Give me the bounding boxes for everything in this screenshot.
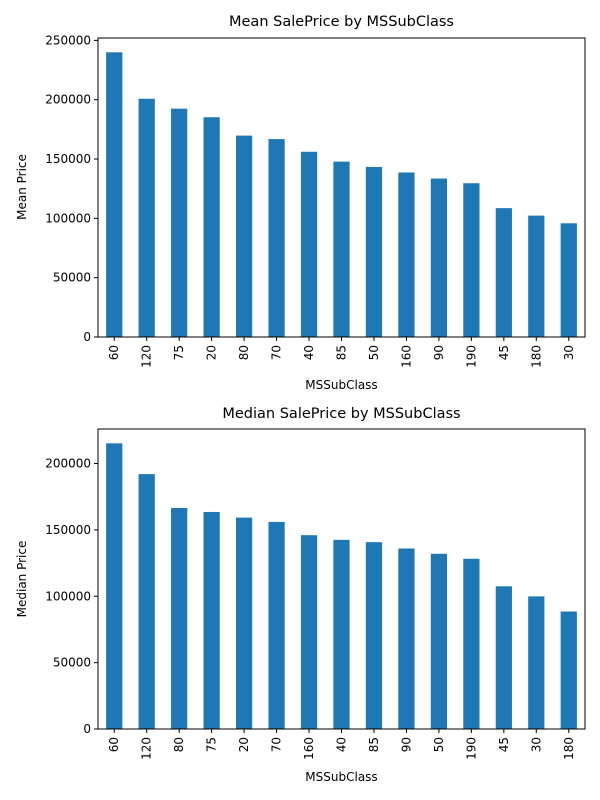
bar-85 (365, 542, 383, 729)
x-tick-label: 180 (529, 345, 543, 368)
plot-frame (97, 428, 586, 730)
bar-180 (560, 611, 577, 729)
x-tick-label: 45 (497, 737, 511, 752)
y-ticks: 0 50000 100000 150000 200000 250000 (45, 33, 98, 344)
bar-120 (138, 98, 155, 338)
bar-75 (171, 108, 188, 337)
x-tick-label: 60 (107, 345, 121, 360)
x-tick-label: 160 (399, 345, 413, 368)
bar-75 (203, 511, 220, 729)
x-tick-label: 75 (172, 345, 186, 360)
y-tick-label: 200000 (45, 93, 91, 107)
x-tick-label: 20 (205, 345, 219, 360)
bar-90 (398, 548, 415, 729)
x-axis-label: MSSubClass (305, 770, 377, 784)
bar-20 (203, 117, 220, 337)
x-tick-label: 85 (367, 737, 381, 752)
bar-45 (495, 208, 512, 337)
mean-saleprice-chart: Mean SalePrice by MSSubClass Mean Price … (15, 14, 586, 392)
y-tick-label: 150000 (45, 152, 91, 166)
y-tick-label: 200000 (45, 457, 91, 471)
x-tick-label: 50 (432, 737, 446, 752)
bar-40 (300, 151, 318, 337)
x-tick-label: 80 (237, 345, 251, 360)
bar-160 (398, 172, 415, 337)
bar-85 (333, 161, 350, 337)
bar-60 (106, 443, 123, 729)
x-tick-label: 40 (302, 345, 316, 360)
bar-50 (430, 553, 448, 729)
x-tick-label: 20 (237, 737, 251, 752)
y-tick-label: 0 (83, 330, 91, 344)
x-axis-label: MSSubClass (305, 378, 377, 392)
x-tick-label: 90 (399, 737, 413, 752)
bars (106, 52, 577, 338)
y-tick-label: 250000 (45, 33, 91, 47)
bar-80 (171, 507, 188, 729)
x-tick-label: 160 (302, 737, 316, 760)
bar-20 (235, 517, 253, 729)
x-ticks: 60 120 80 75 20 70 160 40 85 90 50 190 45 30 180 (107, 729, 576, 760)
y-axis-label: Mean Price (15, 154, 29, 220)
bar-160 (300, 535, 318, 729)
y-tick-label: 100000 (45, 211, 91, 225)
chart-title: Mean SalePrice by MSSubClass (229, 14, 454, 30)
bar-30 (560, 223, 577, 337)
chart-title: Median SalePrice by MSSubClass (222, 406, 460, 422)
bar-190 (463, 183, 480, 337)
bar-40 (333, 539, 350, 729)
y-tick-label: 100000 (45, 589, 91, 603)
bar-30 (528, 596, 545, 729)
x-tick-label: 50 (367, 345, 381, 360)
bar-120 (138, 474, 155, 729)
y-axis-label: Median Price (15, 541, 29, 618)
x-tick-label: 120 (140, 737, 154, 760)
y-tick-label: 50000 (53, 271, 91, 285)
x-tick-label: 40 (335, 737, 349, 752)
x-tick-label: 30 (529, 737, 543, 752)
y-tick-label: 150000 (45, 523, 91, 537)
x-ticks: 60 120 75 20 80 70 40 85 50 160 90 190 45 180 30 (107, 337, 576, 368)
plot-frame (97, 37, 586, 338)
x-tick-label: 80 (172, 737, 186, 752)
x-tick-label: 70 (270, 345, 284, 360)
x-tick-label: 30 (562, 345, 576, 360)
x-tick-label: 75 (205, 737, 219, 752)
bar-80 (235, 135, 253, 337)
median-saleprice-chart: Median SalePrice by MSSubClass Median Pr… (15, 406, 586, 784)
bar-70 (268, 139, 285, 337)
x-tick-label: 85 (335, 345, 349, 360)
bar-190 (463, 558, 480, 729)
bar-90 (430, 178, 448, 337)
bar-60 (106, 52, 123, 338)
x-tick-label: 45 (497, 345, 511, 360)
bars (106, 443, 577, 729)
y-ticks: 0 50000 100000 150000 200000 (45, 457, 98, 736)
bar-50 (365, 166, 383, 337)
bar-70 (268, 521, 285, 729)
bar-180 (528, 215, 545, 337)
x-tick-label: 190 (464, 737, 478, 760)
x-tick-label: 190 (464, 345, 478, 368)
x-tick-label: 60 (107, 737, 121, 752)
x-tick-label: 70 (270, 737, 284, 752)
x-tick-label: 90 (432, 345, 446, 360)
bar-45 (495, 586, 512, 729)
y-tick-label: 50000 (53, 656, 91, 670)
y-tick-label: 0 (83, 722, 91, 736)
x-tick-label: 180 (562, 737, 576, 760)
x-tick-label: 120 (140, 345, 154, 368)
